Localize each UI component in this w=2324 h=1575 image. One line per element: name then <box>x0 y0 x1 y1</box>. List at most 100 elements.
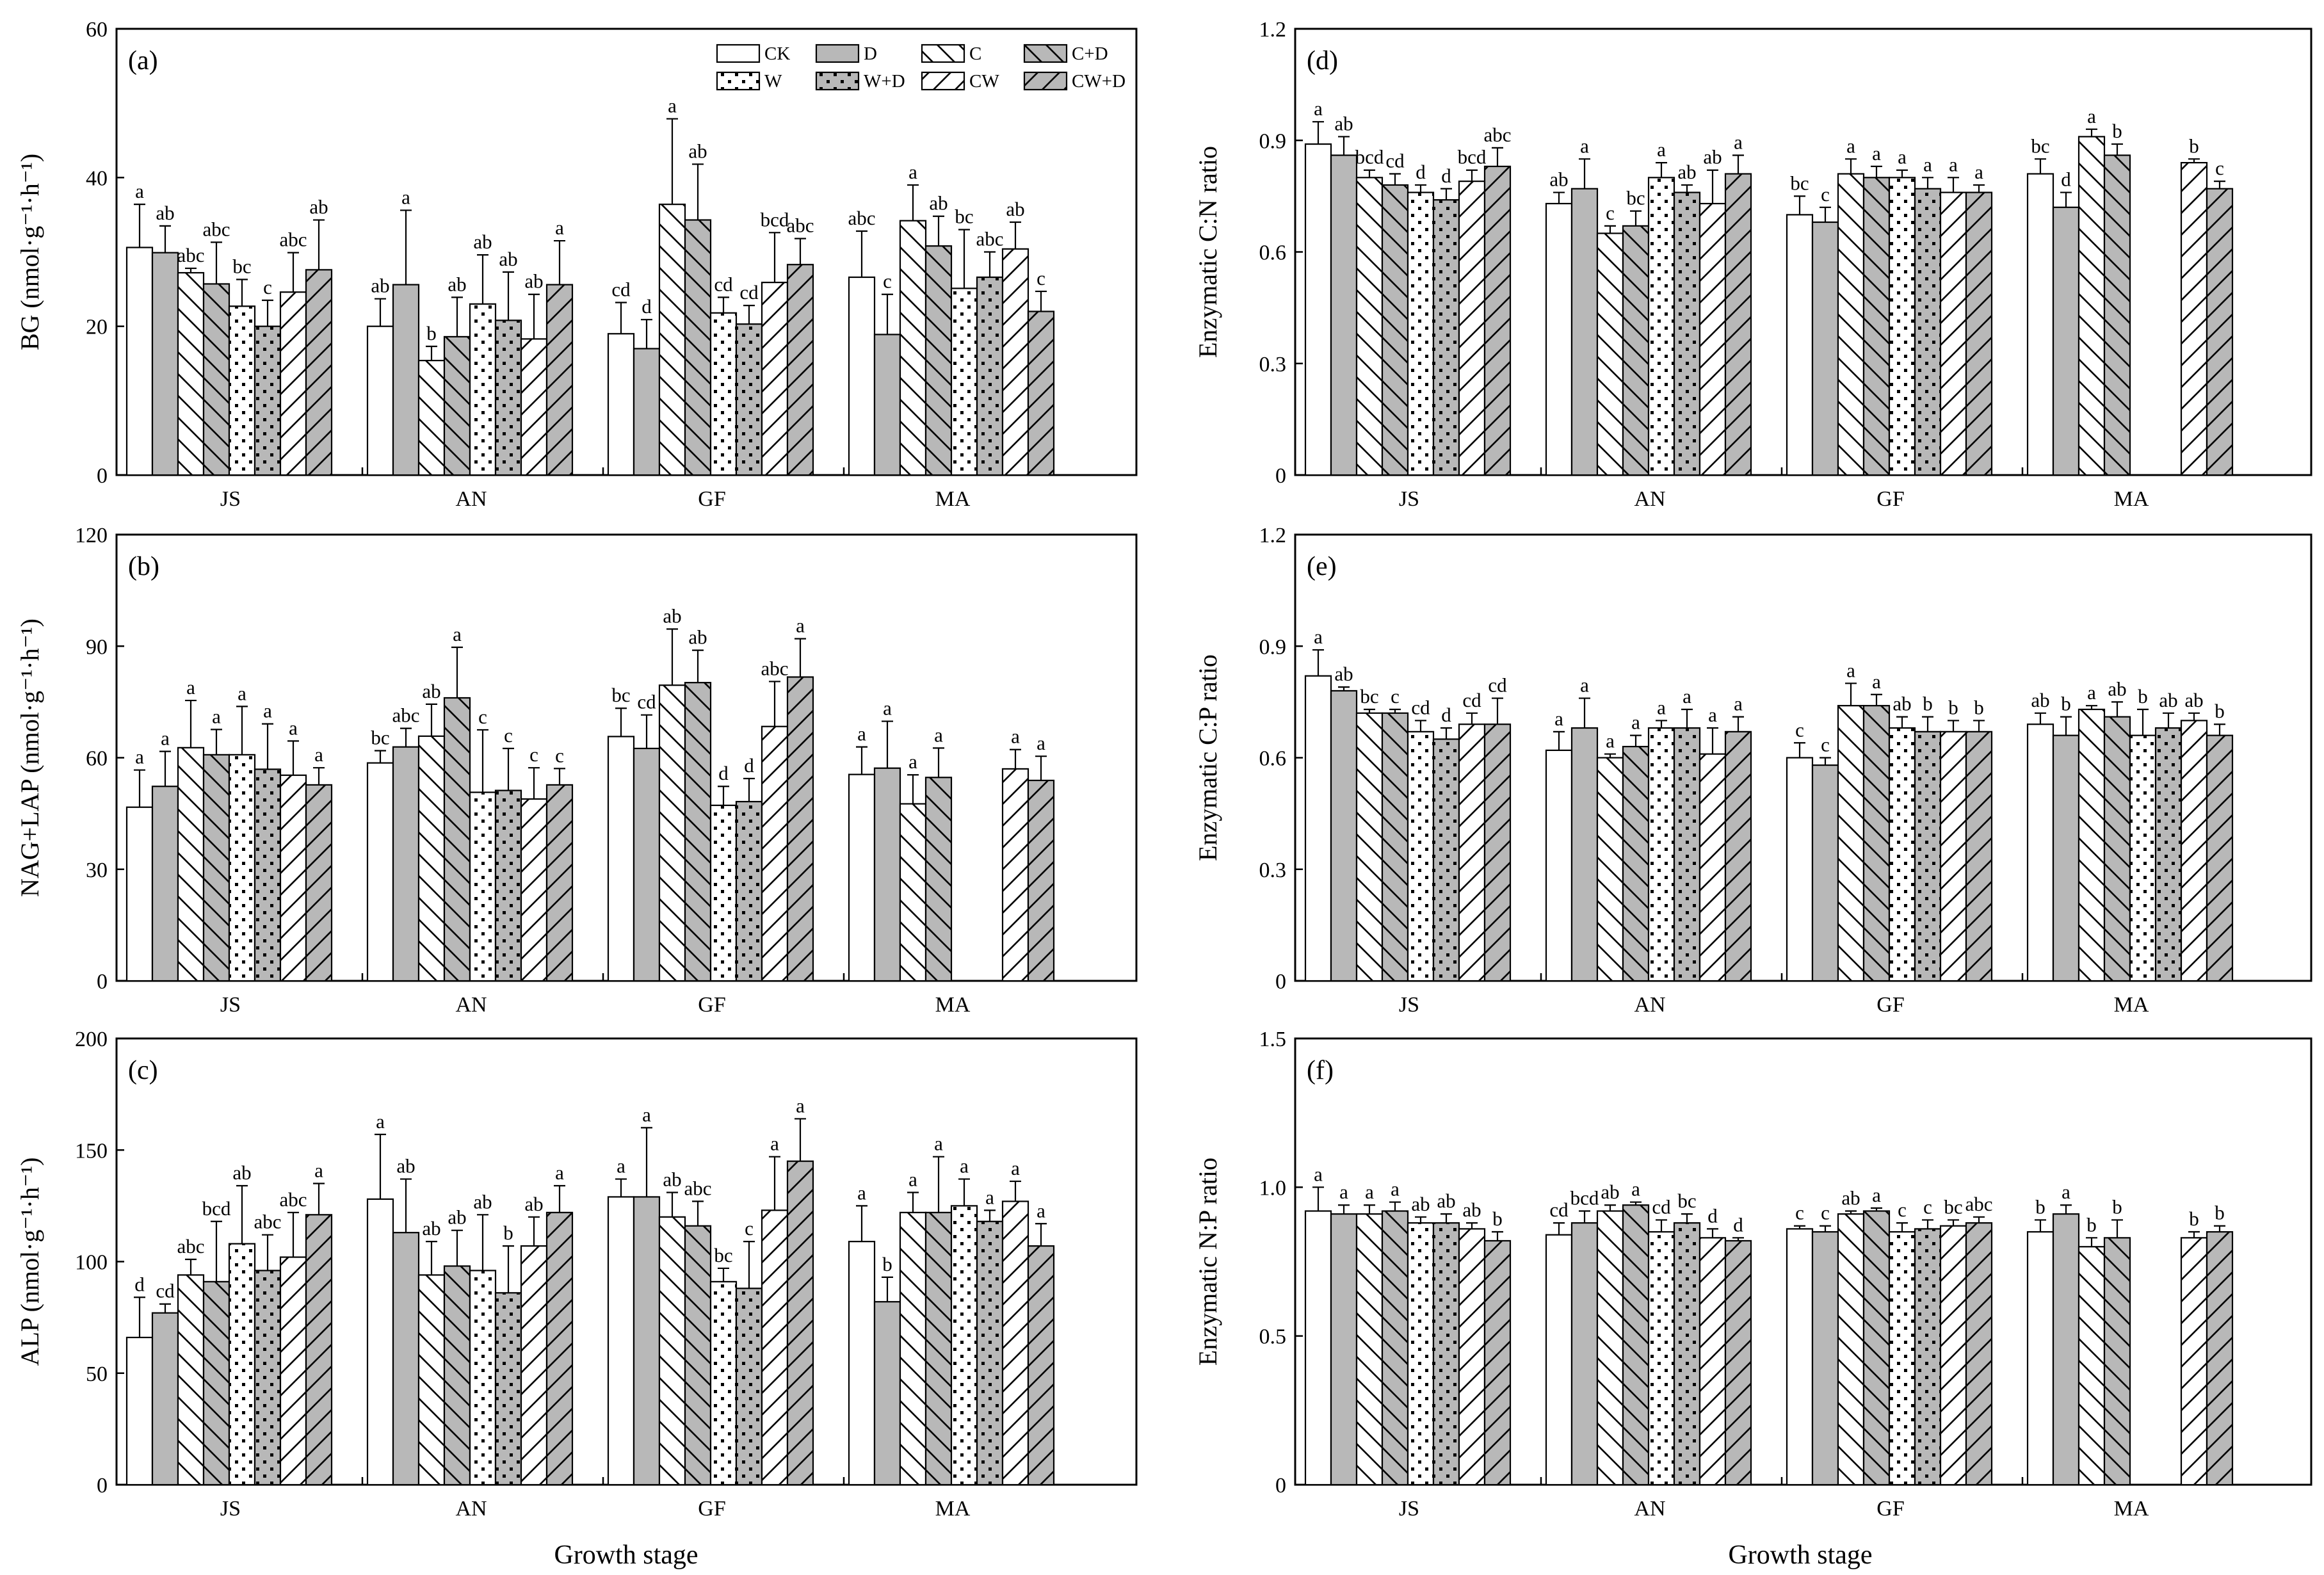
bar-f-an-wplusd <box>1673 1222 1701 1486</box>
bar-c-ma-cplusd <box>924 1211 953 1486</box>
category-label: GF <box>698 993 725 1017</box>
significance-letter: b <box>1948 696 1958 718</box>
significance-letter: a <box>186 676 195 699</box>
significance-letter: a <box>1580 134 1589 157</box>
significance-letter: a <box>401 186 410 208</box>
bar-d-gf-wplusd <box>1914 188 1942 476</box>
category-label: AN <box>1634 487 1665 511</box>
bar-f-gf-d <box>1811 1231 1839 1486</box>
significance-letter: d <box>1441 165 1451 187</box>
bar-e-js-ck <box>1304 675 1332 982</box>
bar-b-an-c <box>417 735 446 982</box>
category-label: JS <box>220 993 241 1017</box>
significance-letter: abc <box>1965 1193 1992 1215</box>
bar-d-an-ck <box>1545 202 1573 476</box>
significance-letter: bc <box>232 255 251 277</box>
bar-e-an-wplusd <box>1673 727 1701 982</box>
category-label: MA <box>935 487 971 511</box>
significance-letter: bcd <box>761 208 789 230</box>
legend-swatch-cplusd <box>1023 44 1068 63</box>
bar-e-gf-wplusd <box>1914 731 1942 982</box>
significance-letter: b <box>2138 685 2148 707</box>
bar-e-gf-ck <box>1786 757 1814 982</box>
significance-letter: ab <box>1462 1199 1481 1221</box>
bar-c-js-c <box>177 1274 205 1486</box>
significance-letter: c <box>1606 202 1615 224</box>
category-label: GF <box>1876 487 1904 511</box>
significance-letter: c <box>555 744 564 766</box>
significance-letter: a <box>796 615 805 637</box>
bar-b-ma-c <box>899 803 927 982</box>
significance-letter: a <box>883 697 892 720</box>
significance-letter: abc <box>177 1235 204 1257</box>
bar-f-an-c <box>1596 1210 1624 1486</box>
bar-f-ma-cplusd <box>2103 1237 2131 1486</box>
bar-c-an-cw <box>520 1245 548 1486</box>
y-axis-title: Enzymatic C:P ratio <box>1193 654 1222 861</box>
bar-e-ma-wplusd <box>2154 727 2183 982</box>
bar-d-ma-c <box>2078 136 2106 476</box>
y-tick-label: 0.3 <box>1259 859 1287 882</box>
bar-d-js-ck <box>1304 143 1332 476</box>
significance-letter: a <box>857 1181 866 1204</box>
bar-a-gf-wplusd <box>735 323 763 476</box>
category-label: AN <box>1634 993 1665 1017</box>
significance-letter: c <box>2215 157 2224 179</box>
legend-swatch-c <box>921 44 965 63</box>
y-tick-label: 60 <box>86 747 108 771</box>
significance-letter: ab <box>1437 1190 1455 1212</box>
bar-e-an-c <box>1596 757 1624 982</box>
significance-letter: ab <box>499 248 517 270</box>
y-tick-label: 0.5 <box>1259 1325 1287 1349</box>
bar-a-js-cw <box>279 291 307 476</box>
y-tick-label: 0 <box>1275 1474 1286 1498</box>
bar-d-js-cw <box>1458 181 1486 476</box>
bar-f-ma-d <box>2052 1213 2080 1486</box>
bar-d-gf-cw <box>1939 191 1967 476</box>
panel-tag: (e) <box>1307 552 1337 581</box>
significance-letter: bc <box>714 1244 732 1266</box>
bar-d-js-wplusd <box>1432 199 1460 476</box>
bar-b-an-cplusd <box>443 697 471 982</box>
significance-letter: b <box>1974 696 1984 718</box>
panel-tag: (b) <box>128 552 159 581</box>
significance-letter: ab <box>688 626 707 649</box>
bar-f-an-ck <box>1545 1234 1573 1486</box>
significance-letter: bc <box>1360 685 1378 707</box>
bar-a-js-w <box>228 305 256 476</box>
bar-e-ma-d <box>2052 734 2080 982</box>
bar-b-ma-d <box>873 767 901 982</box>
significance-letter: c <box>529 743 538 766</box>
significance-letter: bc <box>1677 1190 1696 1212</box>
bar-a-ma-cw <box>1001 248 1029 476</box>
y-tick-label: 50 <box>86 1362 108 1386</box>
significance-letter: c <box>1391 685 1400 707</box>
bar-f-ma-c <box>2078 1246 2106 1486</box>
bar-d-gf-ck <box>1786 214 1814 476</box>
bar-e-js-cwplusd <box>1483 723 1512 982</box>
bar-a-ma-d <box>873 334 901 476</box>
significance-letter: c <box>1821 1202 1830 1224</box>
bar-f-an-d <box>1570 1222 1599 1486</box>
bar-e-ma-cplusd <box>2103 716 2131 982</box>
y-tick-label: 200 <box>75 1028 108 1051</box>
significance-letter: c <box>745 1217 754 1240</box>
y-tick-label: 0 <box>97 970 108 994</box>
significance-letter: a <box>668 95 677 117</box>
bar-f-ma-ck <box>2026 1231 2054 1486</box>
significance-letter: abc <box>202 218 230 240</box>
bar-f-gf-cwplusd <box>1965 1222 1993 1486</box>
significance-letter: a <box>1631 711 1640 734</box>
category-label: AN <box>455 487 487 511</box>
panel-tag: (d) <box>1307 46 1338 76</box>
significance-letter: a <box>1580 674 1589 697</box>
y-tick-label: 150 <box>75 1139 108 1163</box>
significance-letter: b <box>503 1222 513 1244</box>
significance-letter: c <box>1795 718 1804 741</box>
bar-c-js-cwplusd <box>305 1214 333 1486</box>
significance-letter: d <box>1733 1213 1743 1236</box>
significance-letter: a <box>263 700 272 722</box>
significance-letter: d <box>1707 1204 1718 1227</box>
significance-letter: a <box>1734 131 1743 153</box>
